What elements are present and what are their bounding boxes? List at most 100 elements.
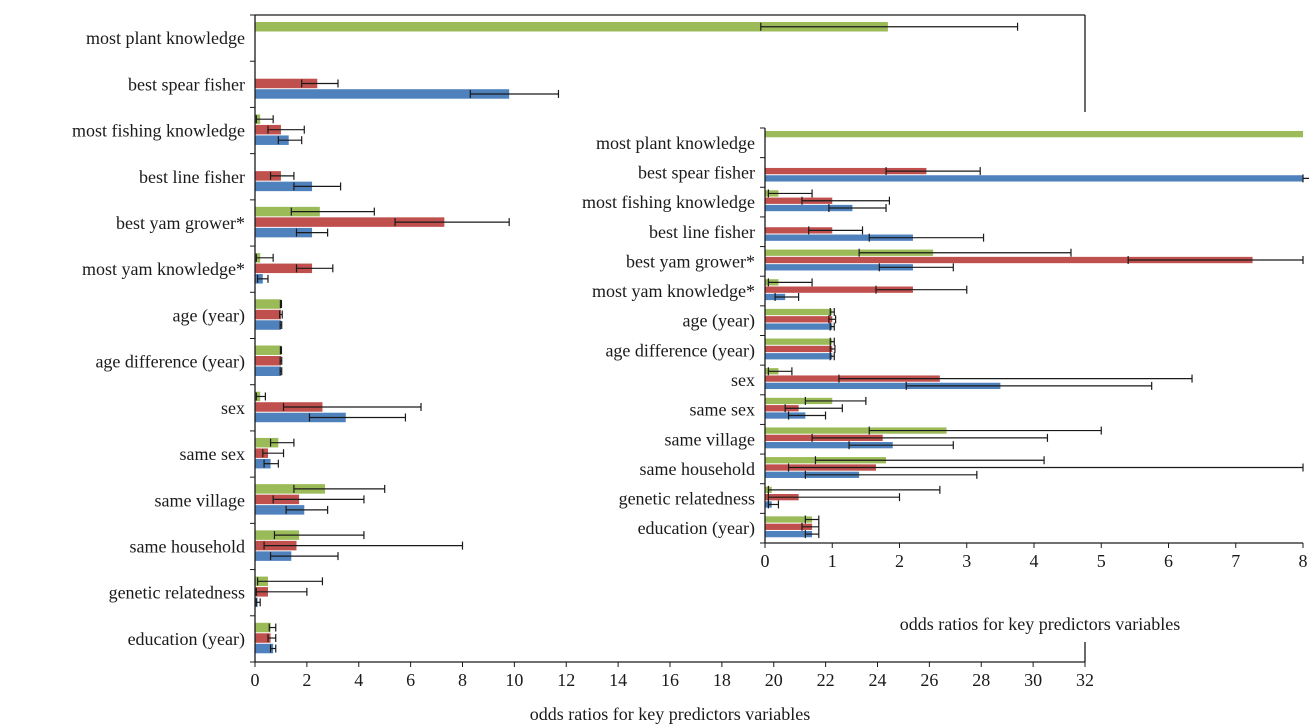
main-errorbar-same-household-s1 xyxy=(273,531,365,540)
inset-category-label: most yam knowledge* xyxy=(592,281,755,301)
main-category-label: age (year) xyxy=(173,305,245,326)
inset-category-label: best yam grower* xyxy=(626,251,755,271)
inset-bar-education-year-s1 xyxy=(765,516,813,523)
main-errorbar-education-year-s2 xyxy=(267,634,277,643)
inset-errorbar-best-yam-grower-s2 xyxy=(1127,256,1304,265)
main-bar-best-spear-fisher-s2 xyxy=(255,78,318,89)
inset-errorbar-education-year-s1 xyxy=(804,515,820,524)
inset-bar-same-sex-s2 xyxy=(765,405,799,412)
main-errorbar-same-village-s1 xyxy=(293,484,386,493)
inset-errorbar-most-yam-knowledge-s2 xyxy=(875,285,968,294)
inset-bar-best-spear-fisher-s2 xyxy=(765,167,927,175)
inset-bar-education-year-s2 xyxy=(765,523,813,530)
main-bar-most-yam-knowledge-s2 xyxy=(255,263,313,274)
main-bar-education-year-s3 xyxy=(255,643,274,654)
inset-errorbar-same-household-s3 xyxy=(804,470,978,479)
main-errorbar-education-year-s1 xyxy=(268,623,277,632)
main-errorbar-most-yam-knowledge-s2 xyxy=(295,264,334,273)
main-bar-age-difference-year-s1 xyxy=(255,345,281,355)
main-errorbar-best-yam-grower-s3 xyxy=(295,228,329,237)
main-x-tick-label: 18 xyxy=(713,670,731,690)
main-errorbar-age-year-s1 xyxy=(279,300,283,309)
inset-category-label: same sex xyxy=(690,400,755,420)
inset-errorbar-same-village-s3 xyxy=(848,441,954,450)
main-errorbar-most-fishing-knowledge-s3 xyxy=(277,136,303,145)
inset-bar-age-difference-year-s3 xyxy=(765,353,833,360)
main-x-tick-label: 26 xyxy=(920,670,938,690)
inset-errorbar-genetic-relatedness-s2 xyxy=(767,493,901,502)
inset-errorbar-same-sex-s1 xyxy=(804,396,867,405)
inset-x-tick-label: 0 xyxy=(761,551,770,571)
inset-x-tick-label: 7 xyxy=(1231,551,1240,571)
main-bar-most-plant-knowledge-s1 xyxy=(255,22,888,32)
main-bar-same-sex-s2 xyxy=(255,448,268,458)
main-bar-most-fishing-knowledge-s3 xyxy=(255,135,289,145)
inset-bar-sex-s3 xyxy=(765,382,1001,390)
main-x-tick-label: 12 xyxy=(557,670,575,690)
main-x-tick-label: 28 xyxy=(972,670,990,690)
main-x-tick-label: 0 xyxy=(251,670,260,690)
inset-category-label: best line fisher xyxy=(649,222,755,242)
main-category-label: same household xyxy=(130,536,245,556)
inset-category-label: age (year) xyxy=(683,311,755,332)
main-bar-best-line-fisher-s3 xyxy=(255,181,313,192)
main-errorbar-best-yam-grower-s2 xyxy=(394,218,510,227)
inset-bar-best-yam-grower-s3 xyxy=(765,264,913,271)
main-errorbar-most-fishing-knowledge-s2 xyxy=(267,125,305,134)
main-x-axis-label: odds ratios for key predictors variables xyxy=(530,704,810,724)
main-bar-best-yam-grower-s3 xyxy=(255,227,313,238)
main-errorbar-sex-s2 xyxy=(282,402,422,411)
inset-errorbar-most-fishing-knowledge-s1 xyxy=(767,189,813,198)
inset-errorbar-most-fishing-knowledge-s2 xyxy=(801,196,891,205)
main-errorbar-age-difference-year-s3 xyxy=(279,367,283,376)
main-errorbar-same-sex-s2 xyxy=(262,449,285,458)
main-errorbar-genetic-relatedness-s2 xyxy=(255,587,308,596)
main-x-tick-label: 16 xyxy=(661,670,679,690)
main-category-label: best spear fisher xyxy=(128,74,245,94)
main-errorbar-best-spear-fisher-s2 xyxy=(301,79,339,88)
inset-category-label: best spear fisher xyxy=(638,162,755,182)
inset-errorbar-same-village-s1 xyxy=(868,426,1102,435)
inset-errorbar-sex-s2 xyxy=(838,374,1193,383)
inset-chart: most plant knowledge best spear fisher mos… xyxy=(530,112,1309,642)
main-category-label: most fishing knowledge xyxy=(72,121,245,141)
inset-category-label: sex xyxy=(731,370,755,390)
inset-errorbar-same-household-s1 xyxy=(814,456,1045,465)
inset-category-label: same village xyxy=(665,429,755,449)
main-bar-best-spear-fisher-s3 xyxy=(255,89,510,99)
main-errorbar-genetic-relatedness-s1 xyxy=(256,577,324,586)
main-errorbar-most-yam-knowledge-s3 xyxy=(256,274,269,283)
main-errorbar-age-difference-year-s1 xyxy=(279,346,283,355)
inset-errorbar-best-yam-grower-s3 xyxy=(878,263,954,272)
inset-category-label: same household xyxy=(640,459,755,479)
inset-errorbar-best-spear-fisher-s2 xyxy=(885,167,981,176)
inset-x-tick-label: 4 xyxy=(1030,551,1039,571)
inset-bar-age-difference-year-s2 xyxy=(765,345,833,353)
inset-errorbar-same-household-s2 xyxy=(787,463,1304,472)
inset-bar-education-year-s3 xyxy=(765,530,813,538)
main-errorbar-same-village-s2 xyxy=(272,495,365,504)
main-errorbar-same-village-s3 xyxy=(285,505,329,514)
main-x-tick-label: 32 xyxy=(1076,670,1094,690)
main-errorbar-age-year-s3 xyxy=(279,321,283,330)
inset-bar-best-yam-grower-s1 xyxy=(765,249,934,256)
inset-x-tick-label: 2 xyxy=(895,551,904,571)
main-category-label: same sex xyxy=(180,444,245,464)
inset-errorbar-same-village-s2 xyxy=(811,433,1049,442)
main-bar-sex-s3 xyxy=(255,412,346,423)
main-bar-same-village-s3 xyxy=(255,505,305,515)
inset-bar-best-yam-grower-s2 xyxy=(765,256,1253,264)
inset-x-tick-label: 1 xyxy=(828,551,837,571)
inset-errorbar-age-year-s1 xyxy=(829,308,835,317)
inset-bar-best-line-fisher-s3 xyxy=(765,234,913,241)
main-bar-age-year-s3 xyxy=(255,320,281,330)
main-errorbar-best-line-fisher-s3 xyxy=(293,182,342,191)
main-x-tick-label: 24 xyxy=(869,670,887,690)
inset-errorbar-genetic-relatedness-s3 xyxy=(767,500,780,509)
main-errorbar-same-sex-s3 xyxy=(263,459,279,468)
inset-errorbar-same-sex-s3 xyxy=(787,411,827,420)
main-errorbar-sex-s1 xyxy=(255,392,266,401)
inset-errorbar-most-yam-knowledge-s3 xyxy=(774,292,800,301)
inset-errorbar-age-difference-year-s2 xyxy=(829,344,836,353)
